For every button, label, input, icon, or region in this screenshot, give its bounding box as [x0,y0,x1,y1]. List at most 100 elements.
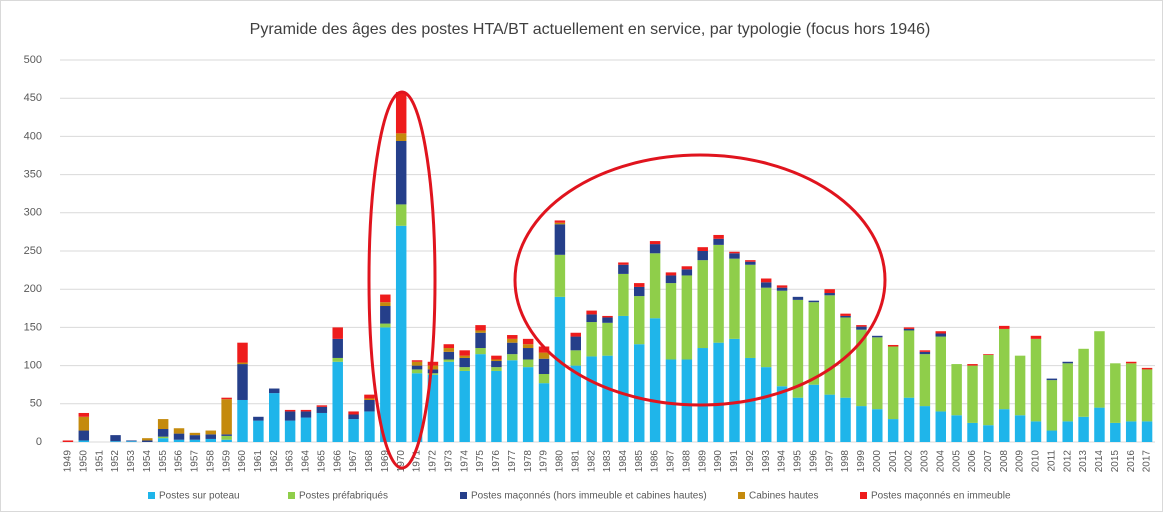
bar-segment [824,293,835,296]
bar-segment [475,354,486,442]
bar-segment [221,435,232,440]
y-tick-label: 150 [24,321,42,333]
bar-segment [1125,363,1137,422]
bar-segment [634,296,645,345]
x-tick-label: 1955 [158,450,169,473]
bar-segment [332,338,343,358]
x-tick-label: 1989 [697,450,708,473]
bar-segment [649,318,661,442]
bar-segment [919,406,931,442]
bar-segment [681,269,693,276]
bar-segment [681,275,693,360]
x-tick-label: 1956 [174,450,185,473]
bar-segment [253,420,264,442]
bar-segment [713,244,724,343]
bar-segment [713,342,724,442]
bar-segment [459,367,470,371]
bar-segment [570,332,581,337]
bar-segment [554,224,566,255]
bar-segment [443,348,455,352]
bar-segment [427,373,439,375]
bar-segment [78,440,90,442]
bar-segment [554,296,566,442]
bar-segment [173,433,185,440]
bar-segment [221,439,232,442]
bar-segment [919,354,931,407]
legend-swatch [738,492,745,499]
y-tick-label: 50 [30,398,42,410]
bar-segment [364,399,375,412]
bar-segment [903,327,915,329]
bar-segment [887,419,899,442]
bar-segment [745,260,756,262]
bar-segment [840,315,851,318]
bar-segment [1030,338,1042,422]
bar-segment [872,335,883,338]
bar-segment [697,247,708,251]
bar-segment [522,359,534,368]
bar-segment [332,357,343,362]
bar-segment [856,326,867,330]
x-tick-label: 1997 [824,450,835,473]
bar-segment [380,294,391,303]
bar-segment [157,419,169,430]
bar-segment [681,266,693,270]
bar-segment [1078,348,1089,417]
legend-swatch [460,492,467,499]
x-tick-label: 1973 [443,450,454,473]
bar-segment [522,344,534,349]
bar-segment [443,351,455,360]
bar-segment [776,386,788,442]
bar-segment [792,299,804,398]
x-tick-label: 1961 [253,450,264,473]
legend-label: Postes préfabriqués [299,491,388,502]
x-tick-label: 1953 [126,450,137,473]
x-tick-label: 1968 [364,450,375,473]
bar-segment [316,412,328,442]
bar-segment [459,357,470,368]
bar-segment [760,278,772,283]
bar-segment [237,342,248,363]
legend-swatch [860,492,867,499]
bar-segment [1110,422,1121,442]
x-tick-label: 1986 [650,450,661,473]
bar-segment [649,244,661,254]
bar-segment [935,411,946,442]
x-tick-label: 2014 [1094,450,1105,473]
bar-segment [507,342,518,355]
bar-segment [411,373,423,442]
bar-segment [1014,355,1026,416]
bar-segment [935,333,946,337]
bar-segment [634,286,645,297]
bar-segment [507,338,518,343]
bar-segment [634,344,645,442]
bar-segment [649,241,661,245]
bar-segment [491,355,502,360]
legend-label: Postes maçonnés (hors immeuble et cabine… [471,491,707,502]
bar-segment [903,330,915,398]
bar-segment [459,355,470,358]
bar-segment [316,406,328,413]
bar-segment [538,346,550,353]
bar-segment [300,417,312,442]
bar-segment [586,314,597,323]
bar-segment [221,434,232,436]
highlight-ellipse [513,153,887,407]
bar-segment [776,287,788,291]
bar-segment [395,92,407,134]
bar-segment [1078,416,1089,442]
bar-segment [475,348,486,355]
bar-segment [221,397,232,400]
x-tick-label: 1987 [666,450,677,473]
bar-segment [395,204,407,226]
bar-segment [332,327,343,339]
bar-segment [840,313,851,316]
x-tick-label: 1957 [190,450,201,473]
bar-segment [364,398,375,400]
x-tick-label: 1991 [729,450,740,473]
bar-segment [872,337,883,410]
x-tick-label: 1951 [94,450,105,473]
bar-segment [999,409,1010,442]
bar-segment [665,283,677,360]
bar-segment [602,315,613,318]
